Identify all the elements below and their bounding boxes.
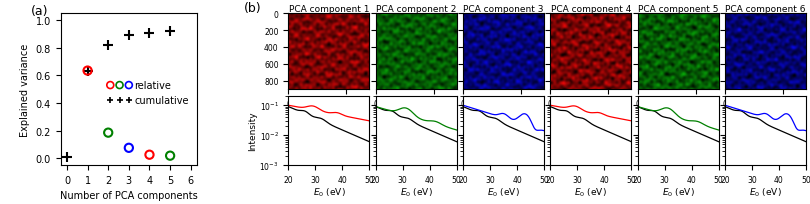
Text: (b): (b) [244,2,262,15]
X-axis label: $E_0$ (eV): $E_0$ (eV) [749,185,782,198]
Point [122,146,135,150]
X-axis label: $E_0$ (eV): $E_0$ (eV) [313,185,345,198]
Title: PCA component 3: PCA component 3 [463,4,544,13]
Point [164,30,177,34]
Point [143,153,156,157]
Point [122,99,135,102]
X-axis label: $E_0$ (eV): $E_0$ (eV) [487,185,520,198]
Point [143,32,156,35]
Title: PCA component 5: PCA component 5 [638,4,718,13]
Point [164,154,177,157]
Point [122,84,135,87]
Title: PCA component 6: PCA component 6 [725,4,806,13]
Point [81,70,94,73]
Y-axis label: Intensity: Intensity [248,111,257,151]
Title: PCA component 4: PCA component 4 [551,4,631,13]
X-axis label: $E_0$ (eV): $E_0$ (eV) [662,185,694,198]
Point [113,99,126,102]
Point [104,99,117,102]
Title: PCA component 2: PCA component 2 [376,4,456,13]
Point [102,131,115,135]
Y-axis label: Explained variance: Explained variance [20,43,30,136]
X-axis label: Number of PCA components: Number of PCA components [60,190,198,200]
Title: PCA component 1: PCA component 1 [288,4,369,13]
Point [102,44,115,48]
X-axis label: $E_0$ (eV): $E_0$ (eV) [574,185,608,198]
Point [81,70,94,73]
Text: relative: relative [134,81,171,91]
Point [104,84,117,87]
Text: cumulative: cumulative [134,96,189,106]
Text: (a): (a) [31,5,49,18]
Point [61,156,74,159]
Point [113,84,126,87]
Point [122,34,135,37]
X-axis label: $E_0$ (eV): $E_0$ (eV) [400,185,433,198]
